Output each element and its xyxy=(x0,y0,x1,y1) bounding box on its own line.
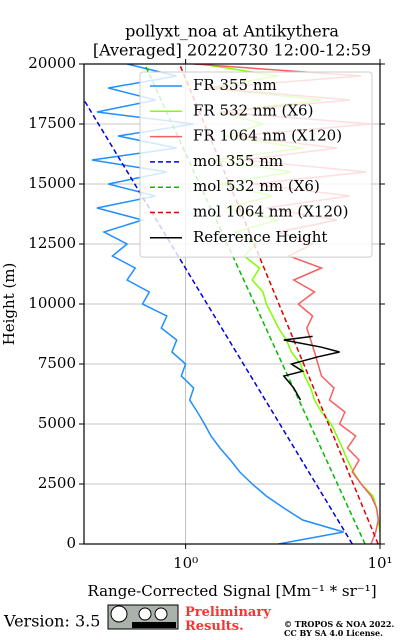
license-badge xyxy=(107,604,179,630)
copyright: © TROPOS & NOA 2022. xyxy=(284,619,394,629)
y-axis-label: Height (m) xyxy=(0,263,18,346)
legend-label: FR 355 nm xyxy=(193,76,277,94)
y-tick-label: 10000 xyxy=(28,294,76,312)
y-tick-label: 2500 xyxy=(38,474,76,492)
y-tick-label: 7500 xyxy=(38,354,76,372)
legend-label: FR 1064 nm (X120) xyxy=(193,127,342,145)
y-tick-label: 17500 xyxy=(28,114,76,132)
legend-label: mol 355 nm xyxy=(193,152,283,170)
legend-box xyxy=(139,71,373,258)
x-tick-label: 10¹ xyxy=(367,554,392,572)
chart-title: pollyxt_noa at Antikythera xyxy=(125,22,339,41)
y-tick-label: 5000 xyxy=(38,414,76,432)
license: CC BY SA 4.0 License. xyxy=(284,628,383,638)
notice: Preliminary Results. xyxy=(185,605,271,634)
legend-label: mol 1064 nm (X120) xyxy=(193,203,348,221)
y-tick-label: 15000 xyxy=(28,174,76,192)
legend-label: mol 532 nm (X6) xyxy=(193,177,320,195)
legend-label: Reference Height xyxy=(193,228,327,246)
version: Version: 3.5 xyxy=(3,612,100,631)
series-line xyxy=(282,335,340,401)
y-tick-label: 12500 xyxy=(28,234,76,252)
plot-frame xyxy=(83,63,381,545)
x-axis-label: Range-Corrected Signal [Mm⁻¹ * sr⁻¹] xyxy=(87,582,376,600)
y-tick-label: 20000 xyxy=(28,54,76,72)
chart-subtitle: [Averaged] 20220730 12:00-12:59 xyxy=(93,41,371,60)
y-tick-label: 0 xyxy=(66,534,76,552)
x-tick-label: 10⁰ xyxy=(173,554,198,572)
legend-label: FR 532 nm (X6) xyxy=(193,101,313,119)
series-line xyxy=(84,99,353,544)
